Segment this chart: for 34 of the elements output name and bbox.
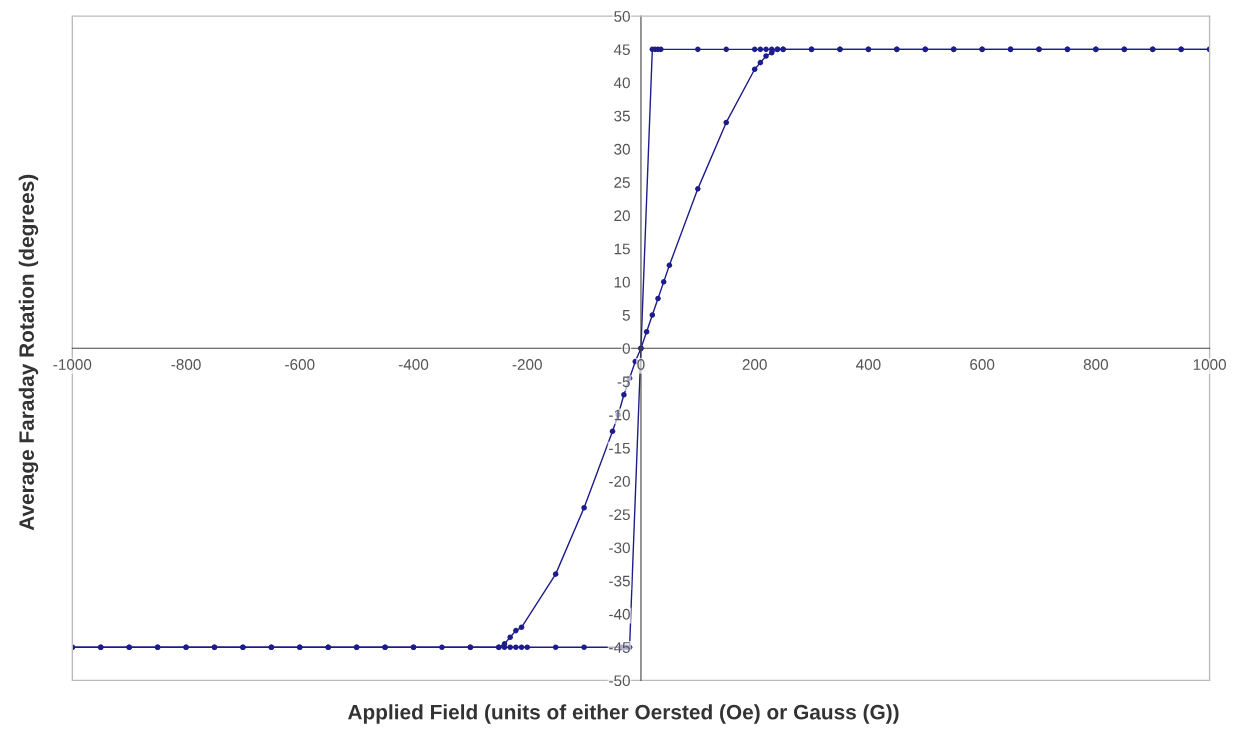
x-tick-label: -200 — [512, 359, 542, 370]
x-tick-label: 0 — [637, 359, 645, 370]
y-tick-label: -40 — [609, 608, 630, 620]
y-tick-label: -45 — [609, 642, 630, 653]
y-tick-label: 45 — [613, 44, 630, 56]
y-tick-label: 30 — [614, 143, 630, 155]
y-tick-label: 25 — [614, 177, 630, 188]
y-axis-title: Average Faraday Rotation (degrees) — [18, 174, 39, 531]
y-tick-label: 15 — [614, 243, 630, 255]
y-tick-label: 40 — [613, 77, 630, 89]
x-tick-label: -1000 — [53, 359, 92, 370]
y-tick-label: 0 — [622, 343, 630, 354]
y-tick-label: -5 — [617, 376, 630, 388]
y-tick-label: 50 — [614, 11, 630, 22]
y-tick-label: -30 — [609, 542, 630, 554]
x-tick-label: 200 — [742, 359, 767, 370]
y-tick-label: -50 — [609, 675, 630, 687]
x-tick-label: -600 — [285, 359, 315, 370]
y-tick-label: 10 — [614, 276, 630, 288]
x-tick-label: -400 — [398, 359, 429, 370]
x-axis-title: Applied Field (units of either Oersted (Oe) or Gauss (G)) — [347, 704, 899, 724]
y-tick-label: 35 — [614, 110, 630, 122]
y-tick-label: -15 — [609, 442, 630, 454]
y-tick-label: -20 — [609, 476, 630, 487]
x-tick-label: 600 — [970, 359, 995, 370]
y-tick-label: -10 — [609, 409, 630, 421]
x-tick-label: 1000 — [1193, 359, 1226, 370]
x-tick-label: -800 — [171, 359, 201, 370]
y-tick-label: 20 — [614, 210, 630, 222]
x-tick-label: 400 — [856, 359, 881, 370]
x-tick-label: 800 — [1083, 359, 1109, 370]
y-tick-label: -35 — [609, 575, 630, 587]
y-tick-label: -25 — [609, 509, 630, 521]
y-tick-label: 5 — [622, 310, 630, 321]
